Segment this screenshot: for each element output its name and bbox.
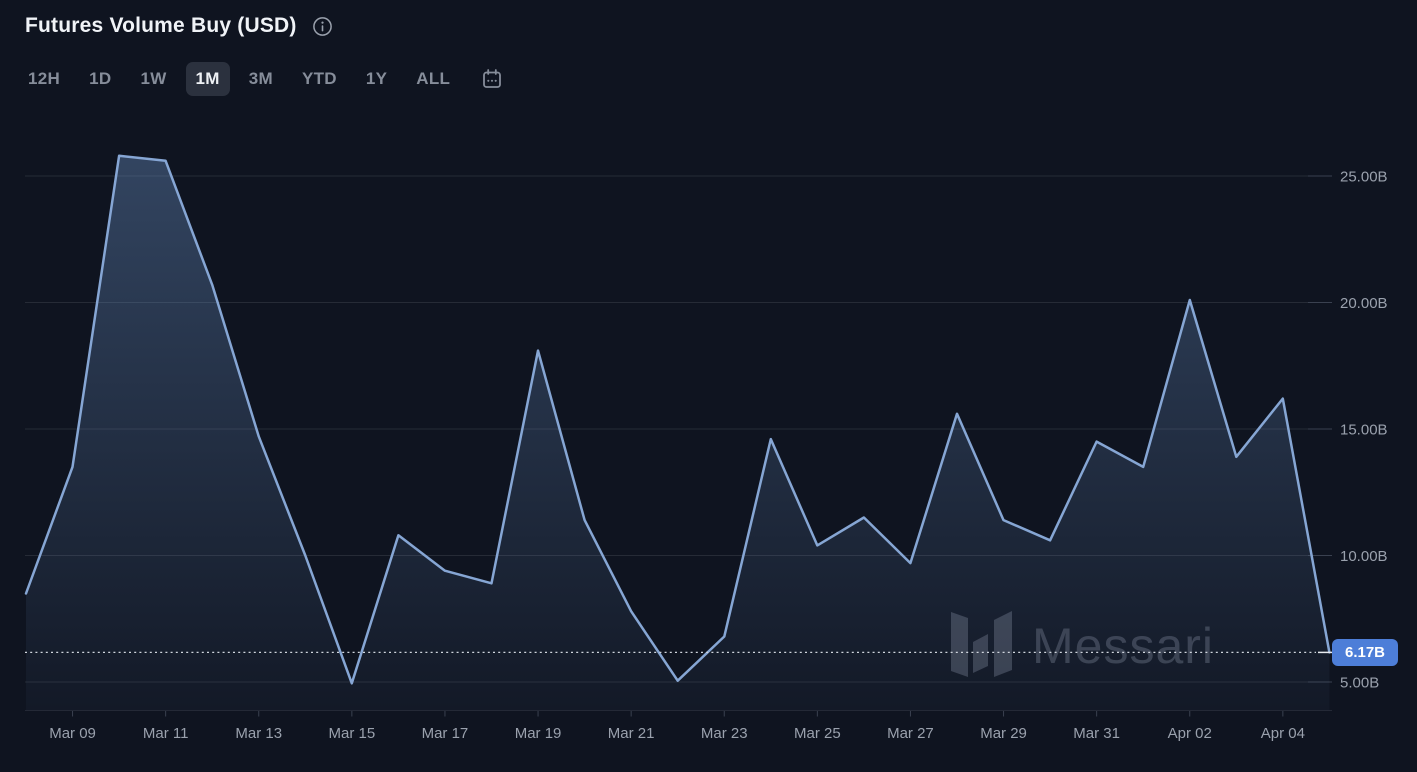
info-button[interactable] [312,16,333,37]
tab-1d[interactable]: 1D [79,62,121,96]
messari-logo-icon [951,611,1012,677]
y-axis-label: 15.00B [1340,422,1388,439]
x-axis-ticks [72,711,1284,717]
page-title: Futures Volume Buy (USD) [25,14,297,37]
x-axis-label: Mar 09 [49,725,96,742]
volume-line [24,154,1331,685]
x-axis-label: Mar 31 [1073,725,1120,742]
info-icon [312,16,332,36]
y-axis-labels: 25.00B 20.00B 15.00B 10.00B 5.00B [1340,169,1388,692]
y-axis-label: 5.00B [1340,675,1379,692]
x-axis-label: Mar 19 [515,725,562,742]
chart-header: Futures Volume Buy (USD) [25,14,333,38]
area-fill [26,155,1330,711]
x-axis-labels: Mar 09 Mar 11 Mar 13 Mar 15 Mar 17 Mar 19 Mar … [49,725,1305,742]
x-axis-label: Mar 29 [980,725,1027,742]
x-axis-label: Mar 25 [794,725,841,742]
tab-12h[interactable]: 12H [18,62,70,96]
x-axis-label: Mar 13 [235,725,282,742]
time-range-tabs: 12H 1D 1W 1M 3M YTD 1Y ALL [18,62,509,96]
tab-1m[interactable]: 1M [185,62,230,96]
x-axis-label: Apr 04 [1261,725,1305,742]
x-axis-label: Mar 23 [701,725,748,742]
tab-1y[interactable]: 1Y [356,62,397,96]
messari-watermark: Messari [951,611,1214,677]
x-axis-label: Mar 11 [143,725,189,742]
x-axis-label: Mar 21 [608,725,655,742]
tab-3m[interactable]: 3M [239,62,283,96]
y-axis-label: 10.00B [1340,548,1388,565]
calendar-icon [483,69,502,88]
current-value-badge: 6.17B [1332,638,1398,666]
calendar-button[interactable] [475,63,509,95]
x-axis-label: Mar 17 [422,725,469,742]
x-axis-label: Mar 15 [329,725,376,742]
y-axis-label: 20.00B [1340,295,1388,312]
x-axis-label: Apr 02 [1168,725,1212,742]
watermark-text: Messari [1032,618,1214,674]
tab-ytd[interactable]: YTD [292,62,347,96]
x-axis-label: Mar 27 [887,725,934,742]
tab-1w[interactable]: 1W [130,62,176,96]
tab-all[interactable]: ALL [406,62,460,96]
y-axis-label: 25.00B [1340,169,1388,186]
